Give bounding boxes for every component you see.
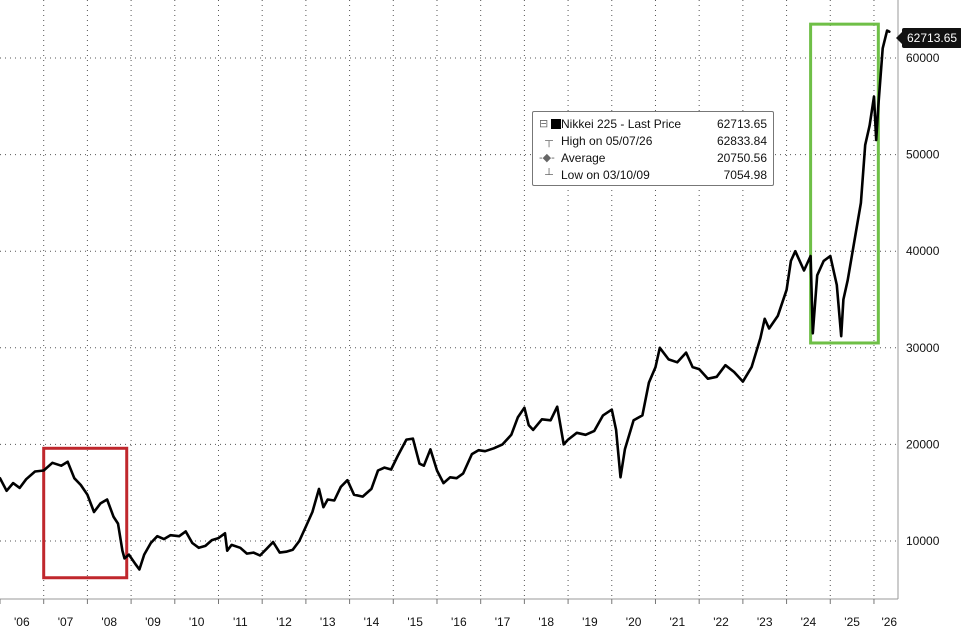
legend-value: 62833.84 [716, 133, 767, 148]
x-tick-label: '20 [626, 615, 642, 629]
highlight-boxes [42, 22, 880, 580]
y-tick-label: 60000 [906, 51, 940, 65]
x-tick-label: '24 [801, 615, 817, 629]
x-tick-label: '22 [713, 615, 729, 629]
legend-label: Nikkei 225 - Last Price [561, 116, 682, 131]
x-tick-label: '10 [189, 615, 205, 629]
x-tick-label: '06 [14, 615, 30, 629]
legend-label: High on 05/07/26 [561, 133, 653, 148]
x-tick-label: '15 [407, 615, 423, 629]
y-tick-label: 20000 [906, 437, 940, 451]
x-tick-label: '11 [233, 615, 248, 629]
x-tick-label: '17 [495, 615, 511, 629]
legend-label: Average [561, 150, 606, 165]
highlight-box [809, 22, 880, 345]
x-tick-label: '23 [757, 615, 773, 629]
axes: 10000 20000 30000 40000 50000 60000 '06 '07 '08 '… [0, 0, 940, 629]
x-tick-label: '07 [58, 615, 74, 629]
legend-row-low: ┴ Low on 03/10/09 7054.98 [539, 166, 767, 183]
low-marker-icon: ┴ [539, 168, 553, 181]
x-tick-label: '16 [451, 615, 467, 629]
last-value-tag: 62713.65 [895, 28, 961, 48]
x-tick-label: '21 [670, 615, 686, 629]
series-layer [0, 29, 891, 571]
x-tick-label: '08 [101, 615, 117, 629]
average-marker-icon: -◆- [539, 152, 555, 164]
legend-row-last-price: ⊟ Nikkei 225 - Last Price 62713.65 [539, 115, 767, 132]
legend-row-average: -◆- Average 20750.56 [539, 149, 767, 166]
collapse-icon[interactable]: ⊟ [539, 117, 561, 130]
x-tick-label: '09 [145, 615, 161, 629]
legend-value: 62713.65 [716, 116, 767, 131]
legend-row-high: ┬ High on 05/07/26 62833.84 [539, 132, 767, 149]
y-tick-label: 40000 [906, 244, 940, 258]
series-swatch [551, 118, 561, 129]
x-tick-label: '25 [844, 615, 860, 629]
y-tick-label: 50000 [906, 148, 940, 162]
x-tick-label: '26 [881, 615, 897, 629]
x-tick-label: '13 [320, 615, 336, 629]
y-tick-label: 10000 [906, 534, 940, 548]
y-tick-label: 30000 [906, 341, 940, 355]
x-tick-label: '14 [364, 615, 380, 629]
legend-value: 7054.98 [723, 167, 767, 182]
x-tick-label: '18 [538, 615, 554, 629]
legend-value: 20750.56 [716, 150, 767, 165]
series-line-nikkei-225 [0, 29, 891, 571]
highlight-box [42, 446, 129, 580]
x-tick-label: '12 [276, 615, 292, 629]
high-marker-icon: ┬ [539, 134, 553, 147]
x-tick-label: '19 [582, 615, 598, 629]
grid-lines [0, 0, 898, 599]
legend-label: Low on 03/10/09 [561, 167, 650, 182]
legend-box: ⊟ Nikkei 225 - Last Price 62713.65 ┬ Hig… [532, 111, 774, 186]
